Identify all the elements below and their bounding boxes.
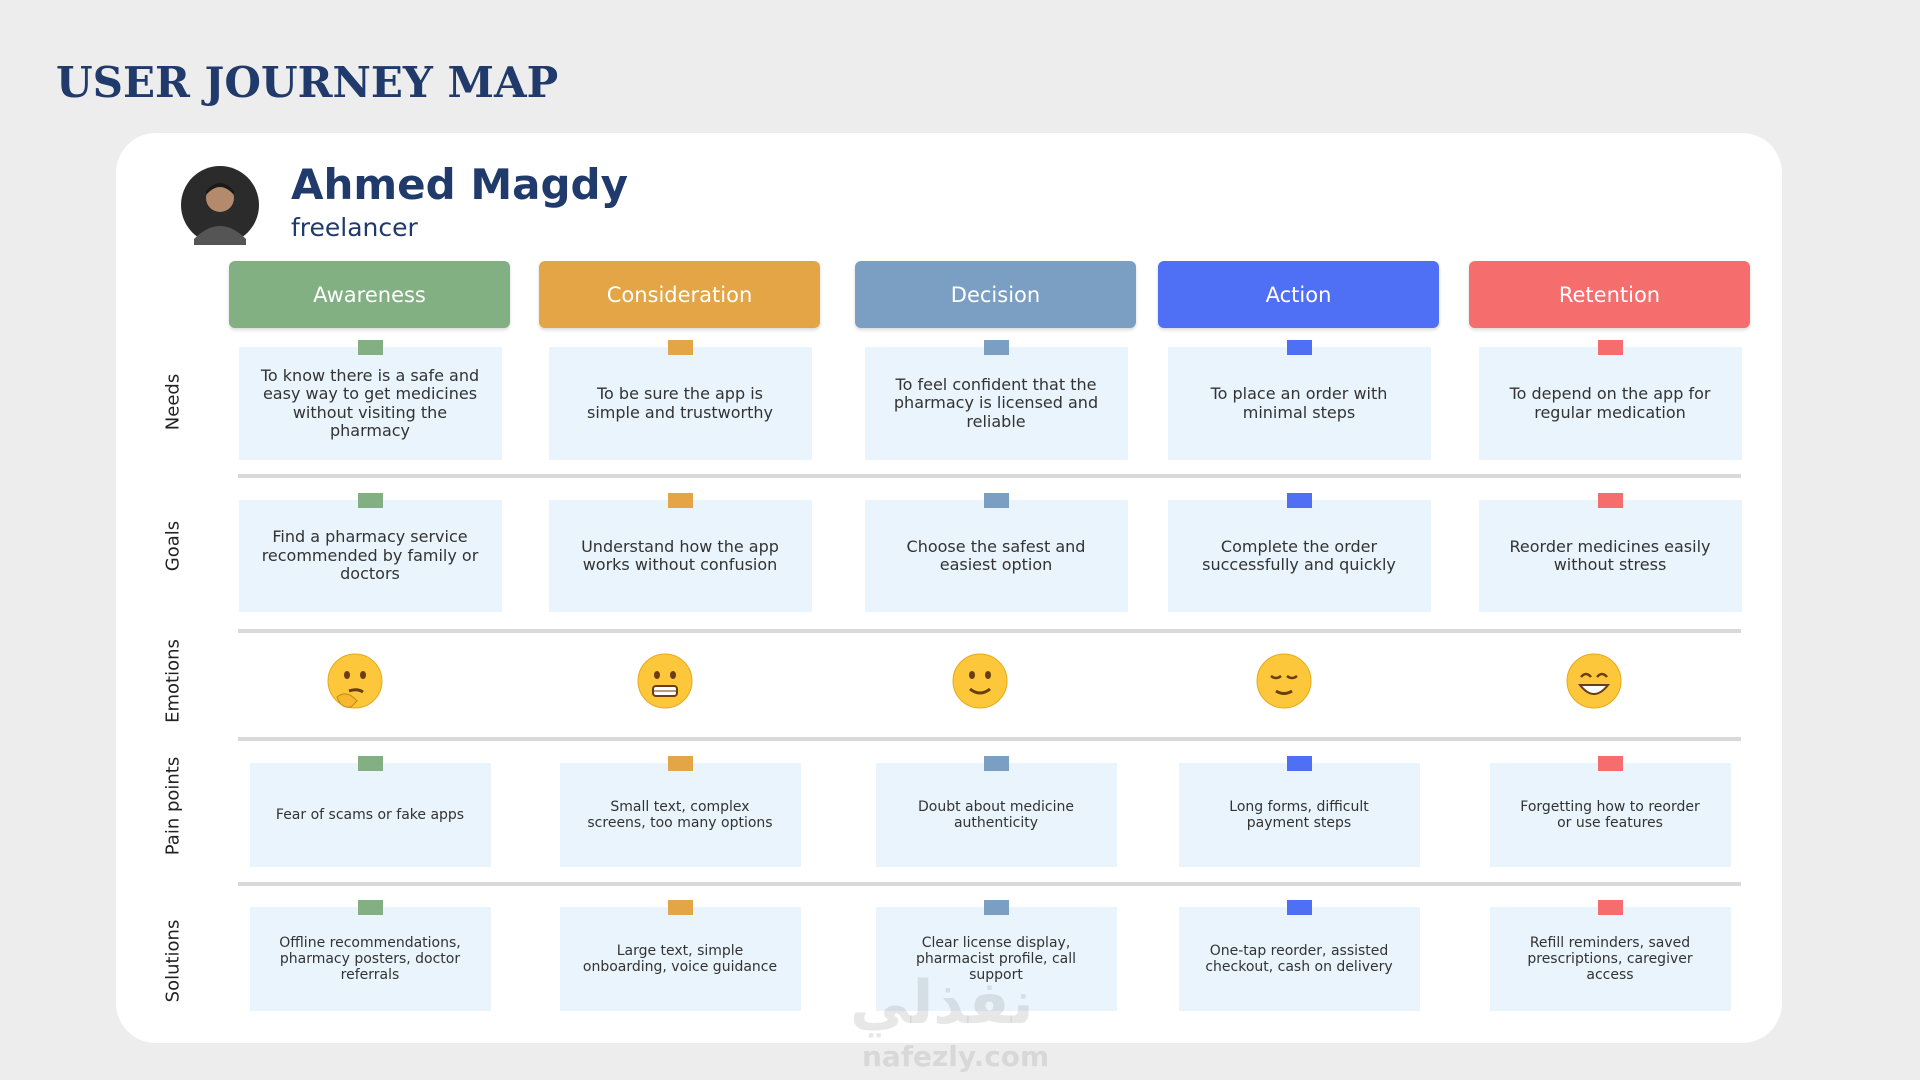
row-divider (238, 737, 1741, 741)
tape (1287, 900, 1312, 915)
journey-cell: Long forms, difficult payment steps (1178, 763, 1420, 867)
tape (1287, 756, 1312, 771)
row-label: Needs (162, 373, 184, 431)
tape (668, 900, 693, 915)
emotion-face (1256, 653, 1312, 709)
emotion-face (327, 653, 383, 709)
journey-cell: To feel confident that the pharmacy is l… (864, 347, 1128, 460)
tape (1598, 756, 1623, 771)
row-label: Emotions (162, 639, 184, 723)
persona-role: freelancer (291, 213, 418, 242)
tape (358, 900, 383, 915)
row-label: Solutions (162, 919, 184, 1003)
journey-cell: To place an order with minimal steps (1167, 347, 1431, 460)
stage-header: Consideration (539, 261, 820, 328)
stage-header: Awareness (229, 261, 510, 328)
tape (668, 756, 693, 771)
page-title: USER JOURNEY MAP (56, 58, 559, 107)
tape (984, 900, 1009, 915)
emotion-face (952, 653, 1008, 709)
tape (358, 756, 383, 771)
journey-cell: One-tap reorder, assisted checkout, cash… (1178, 907, 1420, 1011)
tape (1598, 340, 1623, 355)
emoji (1566, 653, 1622, 709)
emoji (952, 653, 1008, 709)
row-divider (238, 882, 1741, 886)
tape (668, 493, 693, 508)
journey-cell: Complete the order successfully and quic… (1167, 500, 1431, 612)
emotion-face (637, 653, 693, 709)
journey-cell: Understand how the app works without con… (548, 500, 812, 612)
tape (1598, 493, 1623, 508)
emoji (637, 653, 693, 709)
journey-cell: Forgetting how to reorder or use feature… (1489, 763, 1731, 867)
stage-header: Decision (855, 261, 1136, 328)
emoji (327, 653, 383, 709)
tape (1598, 900, 1623, 915)
row-label: Pain points (162, 756, 184, 856)
journey-cell: Small text, complex screens, too many op… (559, 763, 801, 867)
avatar (181, 166, 259, 245)
emoji (1256, 653, 1312, 709)
tape (984, 340, 1009, 355)
tape (984, 756, 1009, 771)
watermark-site: nafezly.com (862, 1040, 1050, 1073)
journey-cell: Reorder medicines easily without stress (1478, 500, 1742, 612)
stage-header: Action (1158, 261, 1439, 328)
journey-cell: Clear license display, pharmacist profil… (875, 907, 1117, 1011)
row-divider (238, 474, 1741, 478)
journey-cell: To depend on the app for regular medicat… (1478, 347, 1742, 460)
persona-name: Ahmed Magdy (291, 160, 628, 209)
tape (984, 493, 1009, 508)
journey-cell: Offline recommendations, pharmacy poster… (249, 907, 491, 1011)
tape (358, 493, 383, 508)
row-label: Goals (162, 520, 184, 572)
journey-cell: Large text, simple onboarding, voice gui… (559, 907, 801, 1011)
tape (1287, 340, 1312, 355)
emotion-face (1566, 653, 1622, 709)
journey-cell: Fear of scams or fake apps (249, 763, 491, 867)
journey-cell: Doubt about medicine authenticity (875, 763, 1117, 867)
journey-cell: To know there is a safe and easy way to … (238, 347, 502, 460)
journey-cell: To be sure the app is simple and trustwo… (548, 347, 812, 460)
tape (668, 340, 693, 355)
journey-cell: Refill reminders, saved prescriptions, c… (1489, 907, 1731, 1011)
row-divider (238, 629, 1741, 633)
journey-cell: Find a pharmacy service recommended by f… (238, 500, 502, 612)
tape (358, 340, 383, 355)
journey-cell: Choose the safest and easiest option (864, 500, 1128, 612)
watermark-arabic: نفذلي (850, 968, 1034, 1038)
stage-header: Retention (1469, 261, 1750, 328)
tape (1287, 493, 1312, 508)
